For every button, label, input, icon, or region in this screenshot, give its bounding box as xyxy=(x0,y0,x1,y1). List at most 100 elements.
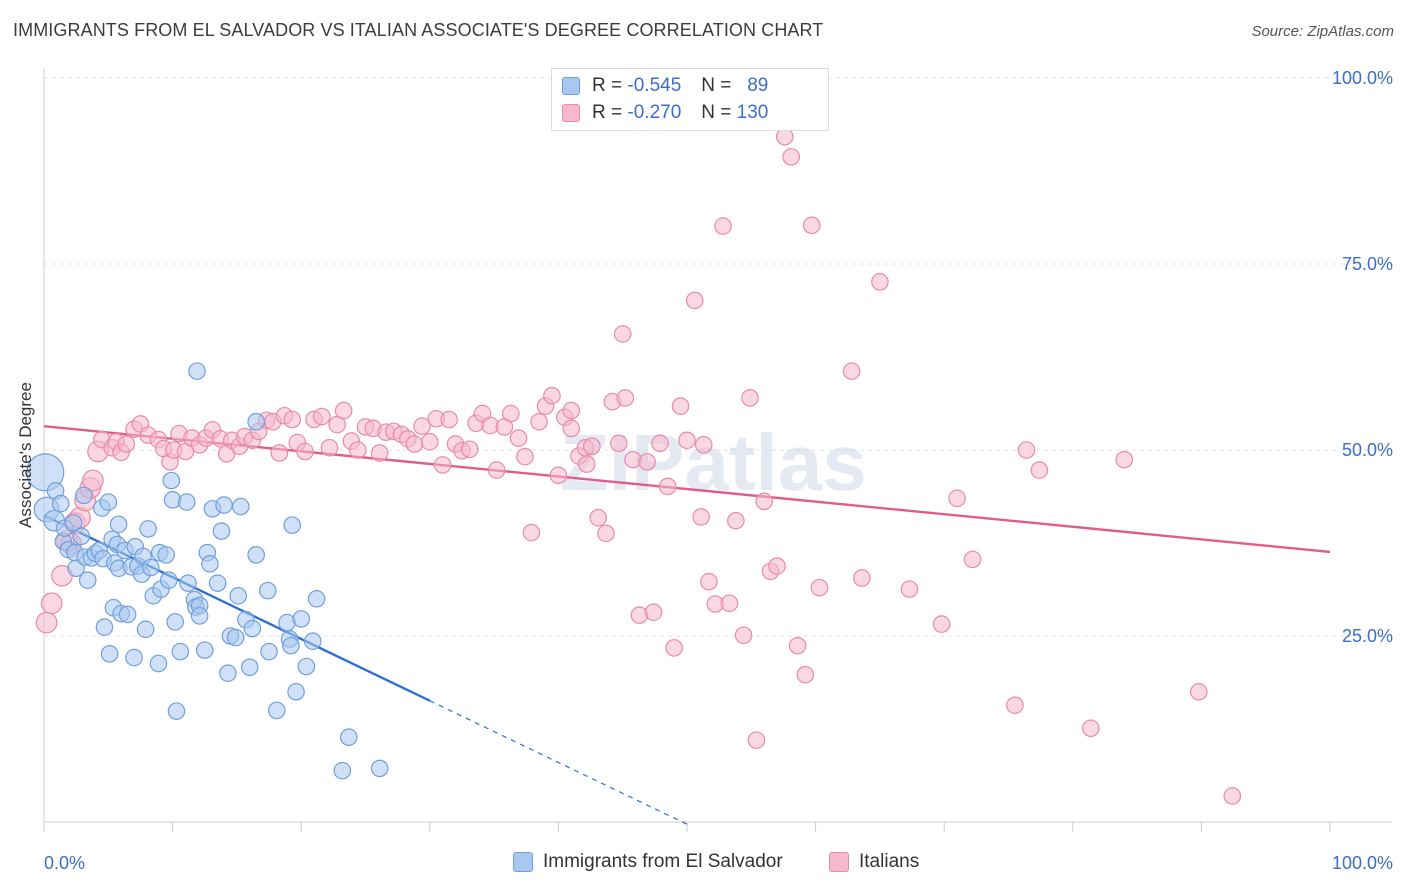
point-el-salvador xyxy=(212,522,231,540)
point-el-salvador xyxy=(100,645,119,663)
point-italians xyxy=(747,731,766,749)
legend-row-italians: R = -0.270 N = 130 xyxy=(562,101,768,125)
point-italians xyxy=(117,435,136,453)
point-italians xyxy=(577,455,596,473)
point-el-salvador xyxy=(72,527,91,546)
point-el-salvador xyxy=(190,607,209,625)
point-italians xyxy=(853,569,871,587)
correlation-legend: R = -0.545 N = 89 R = -0.270 N = 130 xyxy=(551,68,829,131)
point-italians xyxy=(370,444,389,462)
point-el-salvador xyxy=(195,641,214,659)
point-italians xyxy=(671,397,690,415)
bottom-legend-label-blue: Immigrants from El Salvador xyxy=(543,851,783,872)
trend-line-el-salvador-extension xyxy=(429,700,688,825)
y-tick-label: 100.0% xyxy=(1332,68,1393,88)
point-italians xyxy=(734,626,753,645)
point-el-salvador xyxy=(247,546,265,564)
point-italians xyxy=(1030,461,1049,479)
point-italians xyxy=(658,477,677,496)
gridlines xyxy=(44,77,1392,637)
point-italians xyxy=(270,444,289,462)
point-el-salvador xyxy=(219,664,237,682)
point-italians xyxy=(796,665,815,684)
point-el-salvador xyxy=(333,761,352,780)
point-italians xyxy=(948,489,966,508)
point-el-salvador xyxy=(64,514,83,532)
chart-title: IMMIGRANTS FROM EL SALVADOR VS ITALIAN A… xyxy=(13,20,824,40)
point-italians xyxy=(597,524,615,543)
point-el-salvador xyxy=(136,620,155,639)
point-italians xyxy=(334,401,353,420)
point-italians xyxy=(460,440,479,459)
point-el-salvador xyxy=(297,657,316,676)
point-italians xyxy=(651,434,669,453)
point-el-salvador xyxy=(162,471,181,490)
point-italians xyxy=(1115,450,1134,469)
point-italians xyxy=(810,578,829,597)
point-italians xyxy=(802,216,821,235)
point-italians xyxy=(871,273,889,291)
point-el-salvador xyxy=(125,648,143,667)
point-italians xyxy=(644,603,663,621)
x-tick-label: 100.0% xyxy=(1332,853,1393,873)
point-el-salvador xyxy=(247,412,265,431)
point-el-salvador xyxy=(260,642,278,661)
point-el-salvador xyxy=(243,619,262,638)
point-el-salvador xyxy=(109,515,128,534)
point-el-salvador xyxy=(307,589,326,608)
point-el-salvador xyxy=(99,493,118,511)
point-italians xyxy=(694,435,713,454)
point-italians xyxy=(685,291,704,310)
series-italians xyxy=(35,127,1242,805)
series-el-salvador xyxy=(26,362,389,780)
point-el-salvador xyxy=(287,682,305,701)
bottom-legend-el-salvador: Immigrants from El Salvador xyxy=(513,851,783,873)
point-italians xyxy=(700,572,718,591)
point-el-salvador xyxy=(303,632,322,651)
point-italians xyxy=(487,461,506,479)
point-italians xyxy=(932,615,951,633)
point-el-salvador xyxy=(166,613,184,631)
point-italians xyxy=(583,437,601,456)
legend-r-label: R = xyxy=(592,102,623,123)
point-italians xyxy=(755,492,773,511)
point-italians xyxy=(1017,441,1036,459)
point-el-salvador xyxy=(258,581,277,600)
bottom-legend-italians: Italians xyxy=(829,851,919,873)
point-italians xyxy=(1223,787,1242,805)
x-tick-label: 0.0% xyxy=(44,853,85,873)
point-italians xyxy=(562,419,581,438)
point-italians xyxy=(616,389,635,407)
legend-n-value-blue: 89 xyxy=(747,75,769,96)
y-tick-label: 25.0% xyxy=(1342,626,1393,646)
point-el-salvador xyxy=(188,362,206,380)
point-el-salvador xyxy=(149,654,168,673)
point-italians xyxy=(638,453,656,471)
point-italians xyxy=(842,362,861,380)
point-italians xyxy=(1006,696,1024,714)
point-el-salvador xyxy=(95,618,114,636)
point-el-salvador xyxy=(171,642,190,661)
point-italians xyxy=(562,401,581,420)
point-italians xyxy=(516,447,534,466)
y-axis-label: Associate's Degree xyxy=(16,382,35,528)
point-italians xyxy=(741,389,759,407)
point-italians xyxy=(312,407,331,426)
legend-r-value-pink: -0.270 xyxy=(627,102,682,123)
point-italians xyxy=(549,466,568,485)
point-italians xyxy=(40,592,63,615)
legend-swatch-pink xyxy=(562,104,580,122)
point-italians xyxy=(296,442,314,461)
legend-n-label: N = xyxy=(701,75,732,96)
point-el-salvador xyxy=(141,558,160,577)
point-italians xyxy=(283,410,301,429)
point-italians xyxy=(788,636,807,655)
point-el-salvador xyxy=(339,728,358,746)
point-italians xyxy=(420,433,439,451)
point-el-salvador xyxy=(167,702,186,720)
axes xyxy=(43,68,1392,832)
point-el-salvador xyxy=(75,486,93,505)
point-italians xyxy=(714,217,732,235)
chart-source: Source: ZipAtlas.com xyxy=(1251,23,1394,40)
